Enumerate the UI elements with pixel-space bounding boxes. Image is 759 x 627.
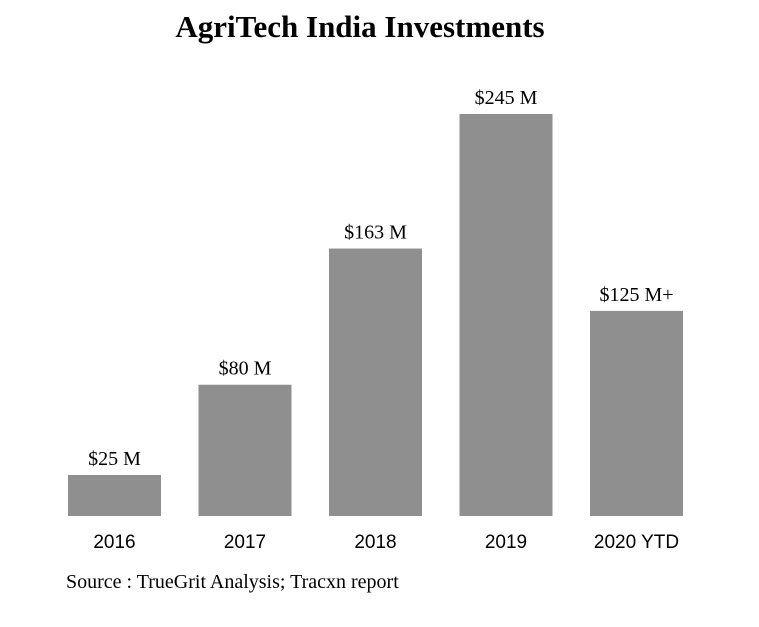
x-tick-label: 2020 YTD <box>594 532 679 553</box>
data-label: $125 M+ <box>599 284 673 306</box>
x-tick-label: 2018 <box>354 532 396 553</box>
x-tick-label: 2016 <box>93 532 135 553</box>
data-label: $80 M <box>219 358 272 380</box>
x-tick-label: 2017 <box>224 532 266 553</box>
data-label: $245 M <box>475 87 538 109</box>
bar-2016 <box>68 474 161 516</box>
bar-2017 <box>198 384 292 516</box>
chart-title: AgriTech India Investments <box>175 9 544 44</box>
bar-2018 <box>329 248 422 516</box>
bar-2020-ytd <box>590 310 683 516</box>
bar-2019 <box>459 114 553 516</box>
source-note: Source : TrueGrit Analysis; Tracxn repor… <box>66 571 399 593</box>
data-label: $25 M <box>88 448 141 470</box>
x-tick-label: 2019 <box>485 532 527 553</box>
data-label: $163 M <box>344 222 407 244</box>
